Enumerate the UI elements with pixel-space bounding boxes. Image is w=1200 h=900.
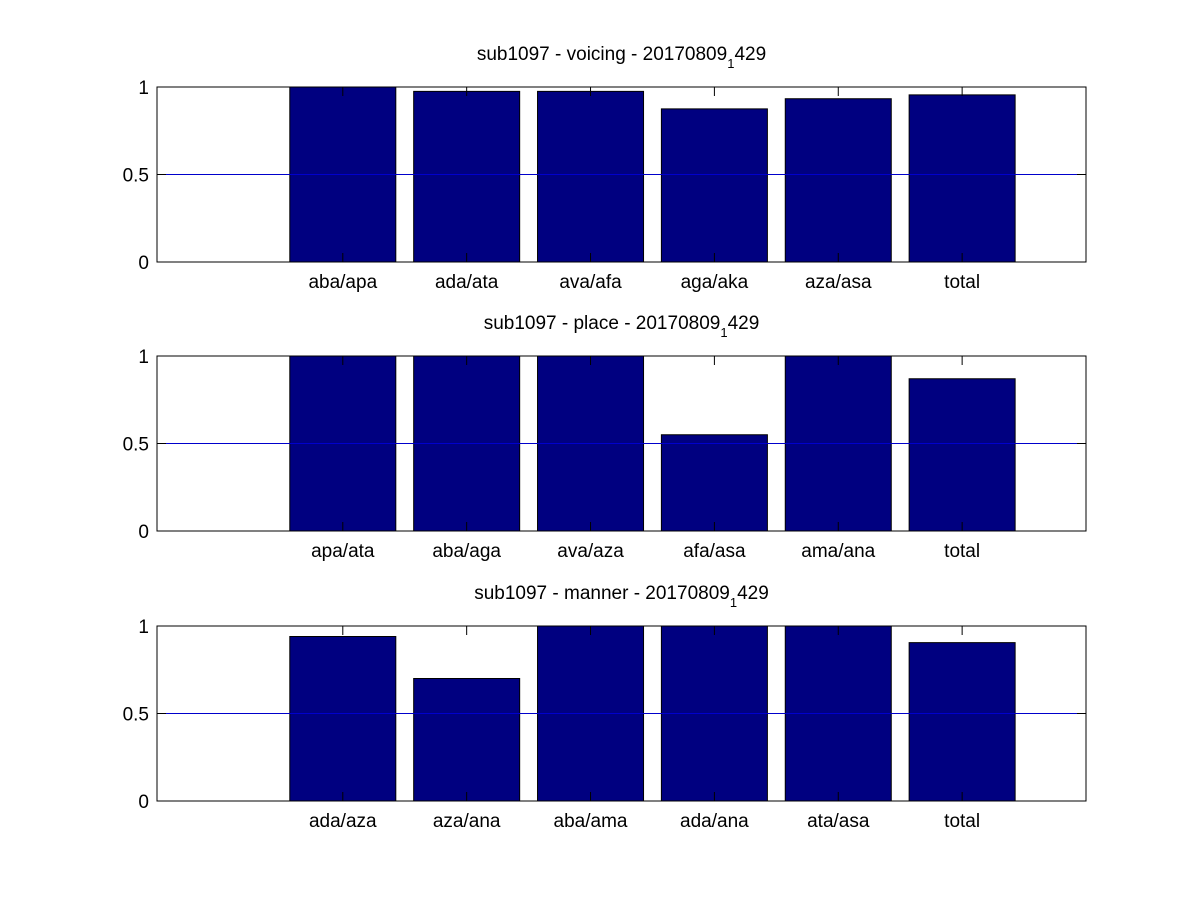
x-tick-label: aga/aka xyxy=(681,272,749,293)
bar-ada-aza xyxy=(289,636,397,802)
subplot-title: sub1097 - place - 201708091429 xyxy=(484,313,760,340)
title-text-suffix: 429 xyxy=(734,44,766,65)
bar-aga-aka xyxy=(660,108,768,263)
x-tick-label: ada/aza xyxy=(309,811,377,832)
title-text-suffix: 429 xyxy=(737,583,769,604)
y-tick-label: 1 xyxy=(138,617,149,638)
title-text-suffix: 429 xyxy=(728,313,760,334)
x-tick-label: total xyxy=(944,811,980,832)
y-tick-label: 1 xyxy=(138,78,149,99)
x-tick-label: total xyxy=(944,541,980,562)
x-tick-label: aba/aga xyxy=(432,541,501,562)
x-tick-label: afa/asa xyxy=(683,541,746,562)
bar-afa-asa xyxy=(660,434,768,532)
x-tick-label: ada/ana xyxy=(680,811,749,832)
title-text: sub1097 - voicing - 20170809 xyxy=(477,44,727,65)
x-tick-label: aba/apa xyxy=(308,272,377,293)
y-tick-label: 0.5 xyxy=(123,166,149,187)
subplot-title: sub1097 - voicing - 201708091429 xyxy=(477,44,766,71)
x-tick-label: ata/asa xyxy=(807,811,870,832)
x-tick-label: total xyxy=(944,272,980,293)
bar-ada-ata xyxy=(413,90,521,263)
x-tick-label: apa/ata xyxy=(311,541,375,562)
x-tick-label: aza/ana xyxy=(433,811,501,832)
title-subscript: 1 xyxy=(730,595,737,610)
y-tick-label: 0.5 xyxy=(123,705,149,726)
y-tick-label: 0 xyxy=(138,792,149,813)
bar-total xyxy=(908,378,1016,532)
x-tick-label: ava/aza xyxy=(557,541,624,562)
x-tick-label: ada/ata xyxy=(435,272,499,293)
title-text: sub1097 - manner - 20170809 xyxy=(474,583,730,604)
subplot-2: sub1097 - place - 20170809142900.51apa/a… xyxy=(123,313,1087,562)
y-tick-label: 1 xyxy=(138,347,149,368)
bar-total xyxy=(908,642,1016,802)
bar-aza-asa xyxy=(784,98,892,263)
x-tick-label: aza/asa xyxy=(805,272,872,293)
title-subscript: 1 xyxy=(720,325,727,340)
x-tick-label: aba/ama xyxy=(554,811,628,832)
x-tick-label: ava/afa xyxy=(559,272,622,293)
x-tick-label: ama/ana xyxy=(801,541,875,562)
bar-aza-ana xyxy=(413,678,521,802)
title-text: sub1097 - place - 20170809 xyxy=(484,313,721,334)
subplot-3: sub1097 - manner - 20170809142900.51ada/… xyxy=(123,583,1087,832)
bar-total xyxy=(908,94,1016,263)
title-subscript: 1 xyxy=(727,56,734,71)
bar-ava-afa xyxy=(537,90,645,263)
subplot-1: sub1097 - voicing - 20170809142900.51aba… xyxy=(123,44,1087,293)
y-tick-label: 0 xyxy=(138,522,149,543)
y-tick-label: 0.5 xyxy=(123,435,149,456)
subplot-title: sub1097 - manner - 201708091429 xyxy=(474,583,769,610)
y-tick-label: 0 xyxy=(138,253,149,274)
